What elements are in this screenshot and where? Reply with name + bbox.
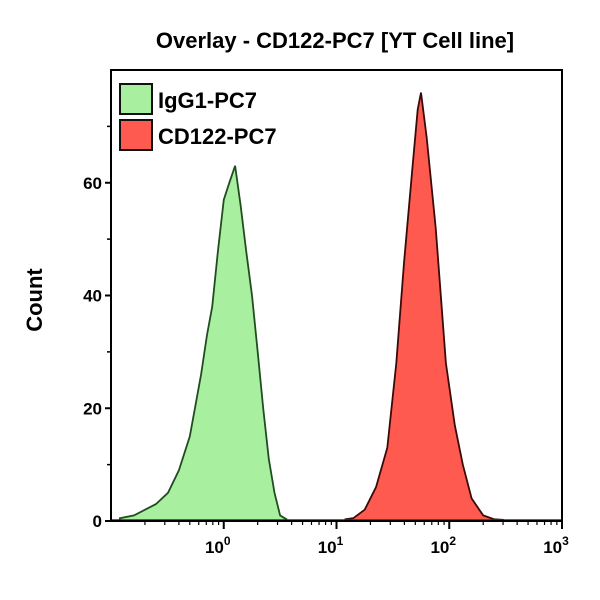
x-tick-label: 102 <box>430 534 456 557</box>
y-tick-label: 40 <box>83 287 102 306</box>
chart-title: Overlay - CD122-PC7 [YT Cell line] <box>156 28 514 53</box>
x-tick-label: 103 <box>543 534 569 557</box>
legend-label-cd122: CD122-PC7 <box>158 124 277 149</box>
y-tick-label: 0 <box>93 512 102 531</box>
x-tick-label: 101 <box>318 534 344 557</box>
y-axis-label: Count <box>22 268 47 332</box>
legend-label-igg1: IgG1-PC7 <box>158 88 257 113</box>
legend-swatch-cd122 <box>119 119 153 151</box>
y-tick-label: 20 <box>83 399 102 418</box>
histogram-igg1-pc7 <box>119 165 288 522</box>
y-tick-label: 60 <box>83 174 102 193</box>
legend: IgG1-PC7 CD122-PC7 <box>119 83 277 151</box>
series-layer <box>111 92 562 522</box>
histogram-cd122-pc7 <box>344 92 504 522</box>
x-tick-label: 100 <box>205 534 231 557</box>
ticks: 0 20 40 60 100 101 102 103 <box>83 125 569 557</box>
legend-swatch-igg1 <box>119 83 153 115</box>
